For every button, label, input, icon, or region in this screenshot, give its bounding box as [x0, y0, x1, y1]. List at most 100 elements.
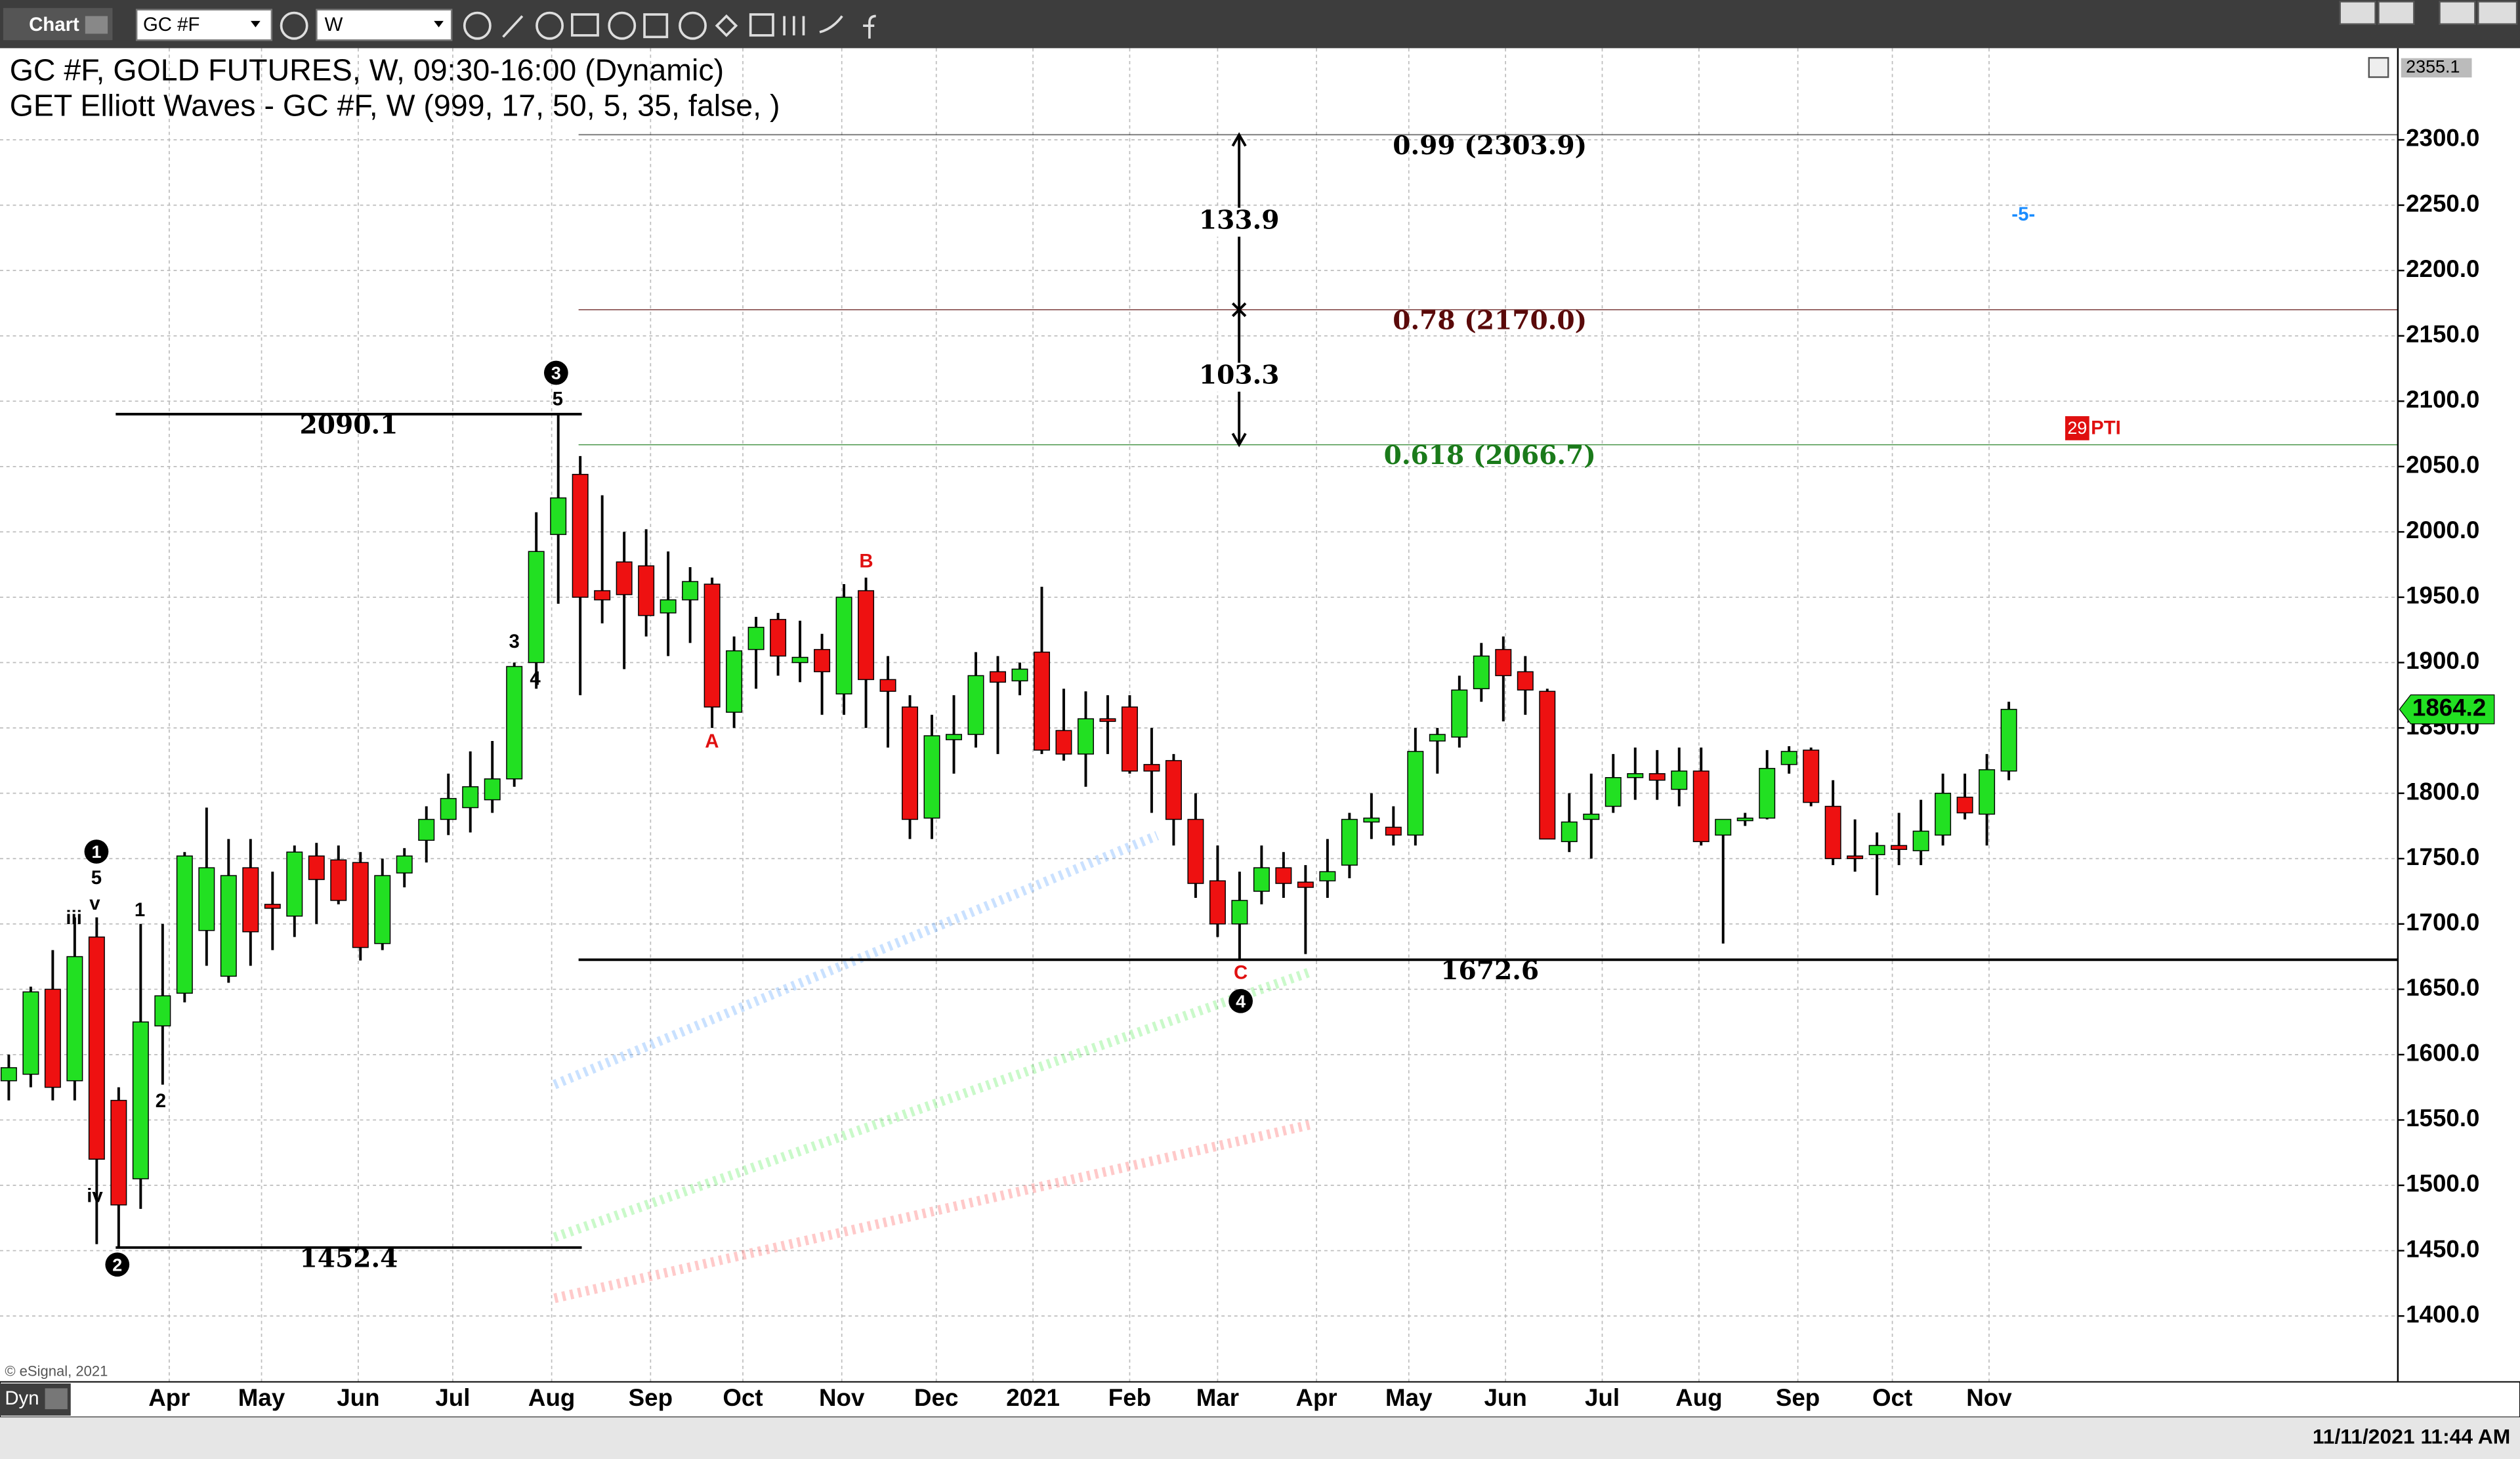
x-tick-label: 2021 [1006, 1384, 1060, 1411]
candle-body [154, 995, 171, 1026]
x-tick-label: May [238, 1384, 285, 1411]
candle-body [506, 666, 523, 780]
x-tick-label: Mar [1196, 1384, 1239, 1411]
candle-body [1231, 900, 1248, 925]
facebook-button[interactable] [863, 14, 876, 39]
candle-body [1715, 818, 1732, 836]
candle-body [418, 818, 435, 841]
candle-body [1077, 718, 1094, 755]
top-tag-bg [2401, 58, 2472, 78]
candle-body [1736, 817, 1754, 822]
mode-button[interactable] [45, 1388, 68, 1410]
wave-label: 1 [135, 899, 145, 921]
y-tick-label: 1800.0 [2406, 778, 2479, 805]
x-tick-label: Sep [629, 1384, 673, 1411]
minimize-button[interactable] [2339, 1, 2376, 25]
wave-label: B [859, 551, 873, 572]
data-button[interactable] [571, 13, 599, 37]
candle-body [1473, 655, 1490, 690]
candle-body [1648, 773, 1666, 781]
alert-button[interactable] [679, 11, 707, 40]
mode: Dyn [5, 1387, 39, 1409]
link-button[interactable] [715, 14, 738, 37]
header-line-2: GET Elliott Waves - GC #F, W (999, 17, 5… [10, 88, 780, 122]
candle-body [946, 734, 963, 740]
candle-body [1341, 818, 1358, 866]
wave-label: 3 [551, 364, 561, 383]
clock-button[interactable] [463, 11, 492, 40]
restore-button[interactable] [2378, 1, 2415, 25]
wave-label: iv [87, 1185, 103, 1207]
y-tick-label: 1700.0 [2406, 908, 2479, 935]
y-tick-label: 2050.0 [2406, 452, 2479, 478]
status-bar [0, 1417, 2520, 1459]
candle-body [550, 497, 567, 536]
price-level-label: 1672.6 [1440, 956, 1539, 986]
candle-body [1891, 845, 1908, 851]
candle-body [1319, 871, 1336, 881]
x-tick-label: Oct [1872, 1384, 1912, 1411]
candle-body [1692, 771, 1710, 843]
candle-body [1868, 845, 1885, 855]
x-tick-label: Dec [914, 1384, 958, 1411]
x-tick-label: Nov [819, 1384, 865, 1411]
price-tag: 1864.2 [2412, 694, 2486, 721]
candle-body [1099, 718, 1116, 722]
candle-body [132, 1021, 149, 1179]
x-tick-label: Feb [1108, 1384, 1151, 1411]
maximize-button[interactable] [2439, 1, 2476, 25]
price-level-label: 1452.4 [299, 1243, 398, 1273]
y-tick-label: 1650.0 [2406, 974, 2479, 1001]
x-tick-label: Aug [528, 1384, 575, 1411]
price-tag-bg [2399, 694, 2495, 725]
grid [0, 48, 2398, 1382]
interval: W [325, 14, 343, 35]
wave-label: 2 [156, 1090, 166, 1112]
candle-body [1165, 760, 1182, 820]
symbol-input[interactable] [135, 9, 273, 41]
candle-body [1935, 792, 1952, 836]
play-button[interactable] [608, 11, 637, 40]
y-tick-label: 1900.0 [2406, 647, 2479, 674]
twitter-button[interactable] [819, 15, 843, 33]
copyright: © eSignal, 2021 [5, 1363, 108, 1380]
y-tick-label: 1600.0 [2406, 1040, 2479, 1067]
x-tick-label: Jul [435, 1384, 470, 1411]
studies-button[interactable] [536, 11, 564, 40]
candle-body [1759, 768, 1776, 819]
price-level-label: 2090.1 [299, 410, 398, 440]
candle-body [1187, 818, 1204, 884]
candle-body [1385, 826, 1402, 836]
band-red [553, 1120, 1311, 1303]
candle-body [572, 474, 589, 598]
fib-label: 0.78 (2170.0) [1393, 305, 1587, 335]
arrow-head [1231, 132, 1247, 448]
candle-body [1121, 706, 1138, 772]
candle-body [1143, 764, 1160, 772]
candle-body [396, 855, 413, 874]
header-line-1: GC #F, GOLD FUTURES, W, 09:30-16:00 (Dyn… [10, 53, 724, 87]
candle-body [220, 875, 237, 977]
list-button[interactable] [783, 16, 805, 35]
candle-body [1033, 651, 1050, 751]
draw-button[interactable] [502, 15, 524, 38]
fib-label: 0.618 (2066.7) [1384, 440, 1596, 471]
candle-body [264, 904, 281, 909]
interval-input[interactable] [316, 9, 453, 41]
candle-body [528, 551, 545, 664]
candle-body [1209, 880, 1226, 925]
y-tick-label: 2250.0 [2406, 190, 2479, 217]
candle-body [1847, 855, 1864, 859]
candle-body [1517, 671, 1534, 691]
wave-label: 4 [1236, 992, 1246, 1011]
candle-body [638, 565, 655, 616]
comment-button[interactable] [749, 13, 774, 37]
refresh-button[interactable] [280, 11, 308, 40]
candle-body [1429, 734, 1446, 742]
text-button[interactable] [643, 13, 669, 39]
close-button[interactable] [2477, 1, 2518, 25]
pti-box [2065, 416, 2090, 440]
candle-body [879, 679, 896, 692]
panel-button[interactable] [2368, 56, 2389, 78]
